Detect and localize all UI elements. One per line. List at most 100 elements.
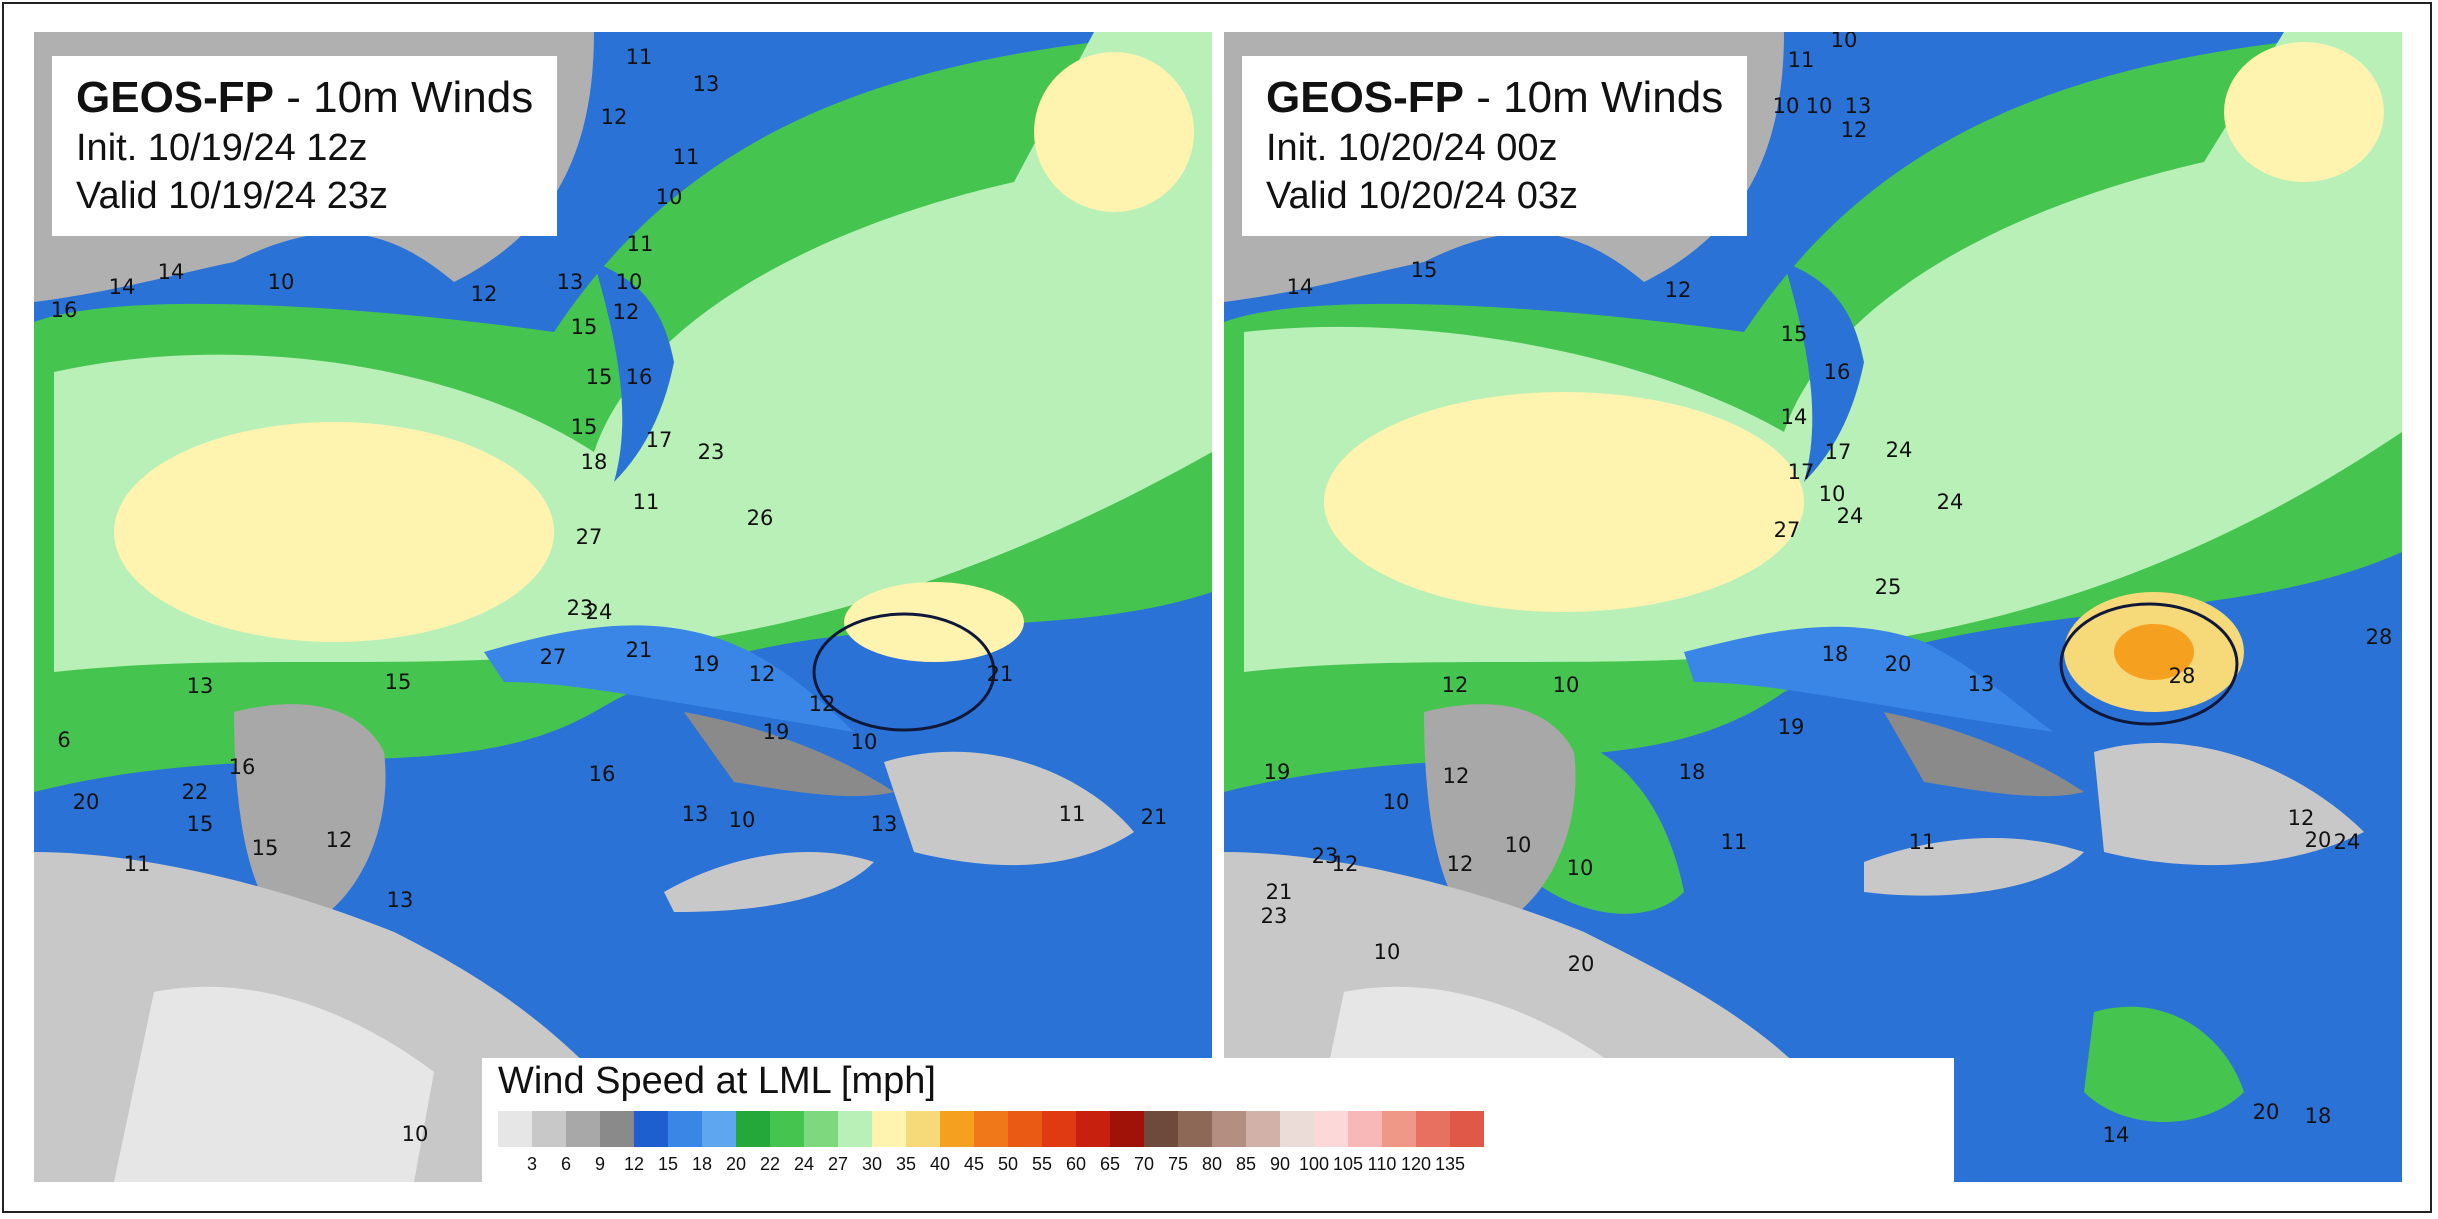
wind-value-label: 22 <box>181 780 209 804</box>
wind-value-label: 10 <box>401 1122 429 1146</box>
legend-swatch <box>702 1111 736 1147</box>
init-time: Init. 10/20/24 00z <box>1266 127 1558 169</box>
wind-value-label: 24 <box>1836 504 1864 528</box>
wind-value-label: 18 <box>1821 642 1849 666</box>
legend-swatch <box>1178 1111 1212 1147</box>
legend-swatch <box>1042 1111 1076 1147</box>
legend-swatch <box>532 1111 566 1147</box>
wind-value-label: 14 <box>1780 405 1808 429</box>
legend-tick-label: 20 <box>725 1154 747 1174</box>
title-box-left: GEOS-FP - 10m Winds Init. 10/19/24 12z V… <box>52 56 558 236</box>
wind-value-label: 10 <box>1805 94 1833 118</box>
legend-tick-label: 3 <box>526 1154 537 1174</box>
legend-tick-label: 30 <box>861 1154 883 1174</box>
wind-value-label: 23 <box>1311 844 1339 868</box>
wind-value-label: 12 <box>1331 852 1359 876</box>
legend-tick-label: 100 <box>1298 1154 1330 1174</box>
wind-value-label: 12 <box>325 828 353 852</box>
legend-tick-label: 9 <box>594 1154 605 1174</box>
legend-swatch <box>974 1111 1008 1147</box>
wind-value-label: 21 <box>986 662 1014 686</box>
wind-value-label: 12 <box>600 105 628 129</box>
wind-value-label: 17 <box>1787 460 1815 484</box>
legend-tick-label: 6 <box>560 1154 571 1174</box>
legend-swatch <box>838 1111 872 1147</box>
wind-value-label: 13 <box>692 72 720 96</box>
wind-value-label: 12 <box>1446 852 1474 876</box>
legend-swatch <box>804 1111 838 1147</box>
colorbar-legend: Wind Speed at LML [mph] 3 6 9 12 15 18 20 22 24 2… <box>482 1058 1954 1182</box>
legend-swatch <box>668 1111 702 1147</box>
wind-value-label: 11 <box>632 490 660 514</box>
title-box-right: GEOS-FP - 10m Winds Init. 10/20/24 00z V… <box>1242 56 1748 236</box>
wind-value-label: 17 <box>645 428 673 452</box>
wind-value-label: 6 <box>57 728 71 752</box>
legend-swatch <box>872 1111 906 1147</box>
legend-tick-label: 18 <box>691 1154 713 1174</box>
wind-value-label: 20 <box>1884 652 1912 676</box>
valid-time: Valid 10/20/24 03z <box>1266 174 1578 217</box>
legend-tick-label: 90 <box>1269 1154 1291 1174</box>
legend-swatch <box>498 1111 532 1147</box>
legend-swatch <box>940 1111 974 1147</box>
legend-swatch <box>906 1111 940 1147</box>
init-time: Init. 10/19/24 12z <box>76 127 368 169</box>
legend-tick-label: 15 <box>657 1154 679 1174</box>
legend-swatch <box>600 1111 634 1147</box>
wind-value-label: 24 <box>2333 830 2361 854</box>
map-panel-right: GEOS-FP - 10m Winds Init. 10/20/24 00z V… <box>1224 32 2402 1182</box>
wind-value-label: 12 <box>1840 118 1868 142</box>
wind-value-label: 27 <box>575 525 603 549</box>
wind-value-label: 10 <box>1373 940 1401 964</box>
wind-value-label: 15 <box>251 836 279 860</box>
wind-value-label: 19 <box>762 720 790 744</box>
wind-value-label: 24 <box>1936 490 1964 514</box>
wind-value-label: 11 <box>672 145 700 169</box>
wind-value-label: 11 <box>1908 830 1936 854</box>
wind-value-label: 20 <box>2252 1100 2280 1124</box>
legend-tick-label: 12 <box>623 1154 645 1174</box>
wind-value-label: 12 <box>470 282 498 306</box>
legend-tick-label: 24 <box>793 1154 815 1174</box>
wind-value-label: 10 <box>850 730 878 754</box>
legend-swatch <box>1144 1111 1178 1147</box>
wind-value-label: 14 <box>157 260 185 284</box>
wind-value-label: 27 <box>1773 518 1801 542</box>
wind-value-label: 16 <box>228 755 256 779</box>
wind-value-label: 12 <box>808 692 836 716</box>
wind-value-label: 12 <box>2287 806 2315 830</box>
legend-swatch <box>634 1111 668 1147</box>
wind-value-label: 19 <box>1777 715 1805 739</box>
wind-value-label: 16 <box>1823 360 1851 384</box>
wind-value-label: 28 <box>2365 625 2393 649</box>
wind-value-label: 15 <box>186 812 214 836</box>
wind-value-label: 12 <box>1441 673 1469 697</box>
wind-value-label: 16 <box>588 762 616 786</box>
wind-value-label: 12 <box>612 300 640 324</box>
legend-swatch <box>1314 1111 1348 1147</box>
wind-value-label: 21 <box>1140 805 1168 829</box>
wind-value-label: 15 <box>1410 258 1438 282</box>
product-name: - 10m Winds <box>274 73 534 122</box>
legend-swatch <box>1076 1111 1110 1147</box>
wind-value-label: 15 <box>570 315 598 339</box>
legend-tick-label: 45 <box>963 1154 985 1174</box>
wind-value-label: 18 <box>580 450 608 474</box>
legend-tick-label: 35 <box>895 1154 917 1174</box>
legend-swatch <box>1382 1111 1416 1147</box>
wind-value-label: 10 <box>1566 856 1594 880</box>
legend-tick-label: 80 <box>1201 1154 1223 1174</box>
wind-value-label: 19 <box>692 652 720 676</box>
legend-tick-label: 135 <box>1434 1154 1466 1174</box>
wind-value-label: 10 <box>1552 673 1580 697</box>
wind-value-label: 12 <box>748 662 776 686</box>
wind-value-label: 15 <box>570 415 598 439</box>
wind-value-label: 12 <box>1664 278 1692 302</box>
legend-swatch <box>770 1111 804 1147</box>
wind-value-label: 10 <box>615 270 643 294</box>
wind-value-label: 21 <box>1265 880 1293 904</box>
legend-tick-label: 75 <box>1167 1154 1189 1174</box>
wind-value-label: 14 <box>2102 1123 2130 1147</box>
legend-tick-label: 65 <box>1099 1154 1121 1174</box>
wind-value-label: 10 <box>1504 833 1532 857</box>
